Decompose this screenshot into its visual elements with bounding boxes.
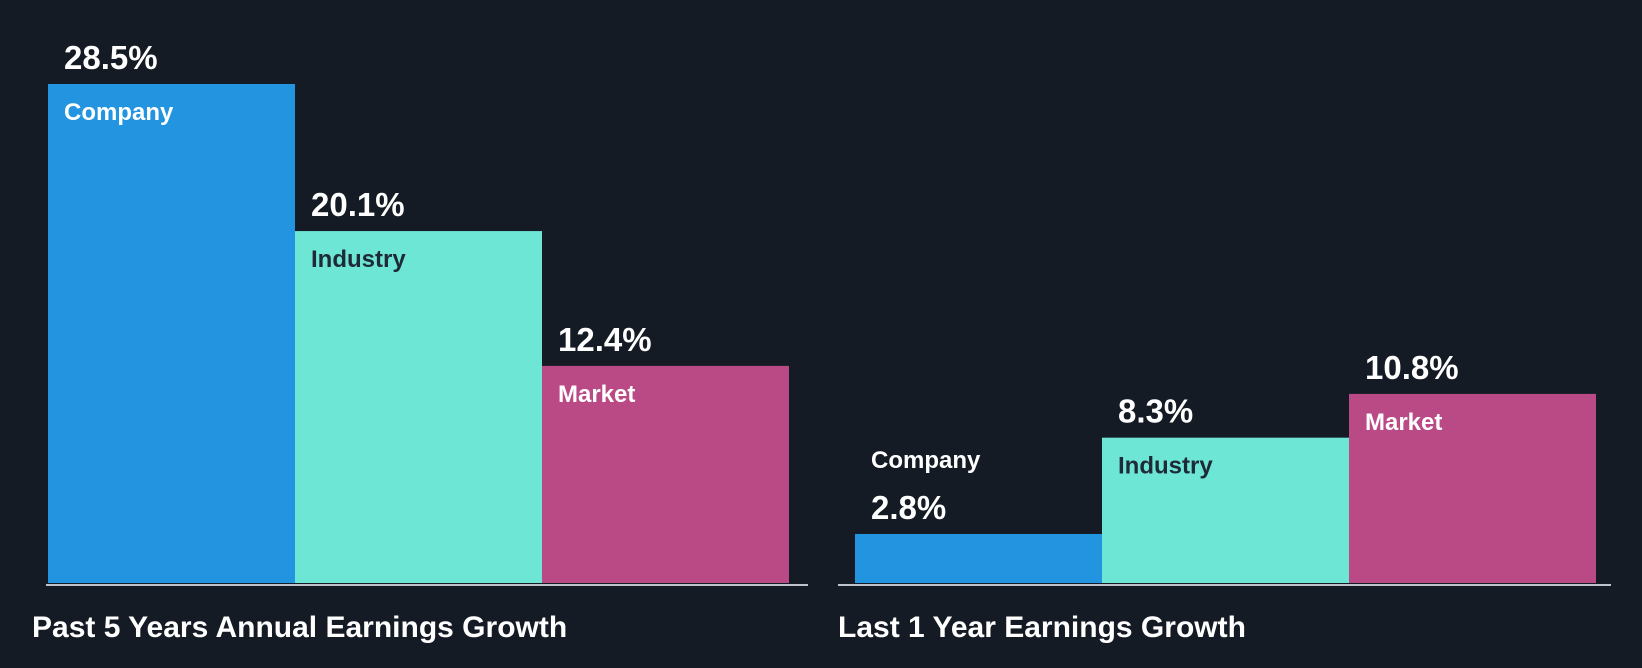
panel-title-past-5-years: Past 5 Years Annual Earnings Growth — [32, 611, 567, 644]
panel-title-last-1-year: Last 1 Year Earnings Growth — [838, 611, 1246, 644]
panel-past-5-years: Past 5 Years Annual Earnings Growth 28.5… — [32, 39, 808, 644]
value-label-company: 28.5% — [64, 39, 158, 76]
category-label-company: Company — [64, 99, 174, 126]
value-label-company: 2.8% — [871, 489, 946, 526]
category-label-market: Market — [558, 381, 635, 408]
value-label-market: 12.4% — [558, 321, 652, 358]
value-label-industry: 8.3% — [1118, 393, 1193, 430]
category-label-industry: Industry — [311, 246, 406, 273]
category-label-industry: Industry — [1118, 453, 1213, 480]
category-label-market: Market — [1365, 409, 1442, 436]
bar-market — [1349, 393, 1596, 583]
value-label-market: 10.8% — [1365, 349, 1459, 386]
panel-last-1-year: Last 1 Year Earnings Growth 2.8% Company 8… — [838, 349, 1611, 644]
bar-company — [48, 84, 295, 583]
bar-industry — [295, 231, 542, 584]
bar-company — [855, 533, 1102, 583]
bar-market — [542, 365, 789, 583]
bar-industry — [1102, 437, 1349, 583]
category-label-company: Company — [871, 447, 981, 474]
value-label-industry: 20.1% — [311, 186, 405, 223]
